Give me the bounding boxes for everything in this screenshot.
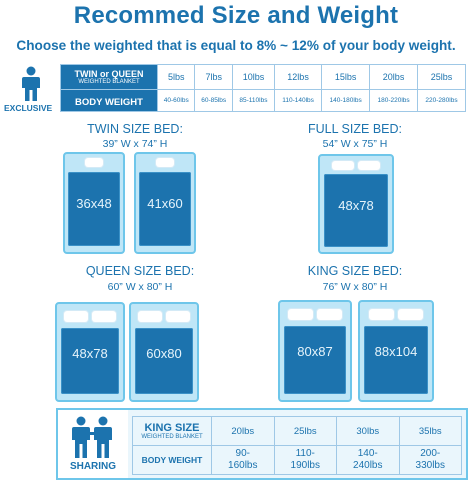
body-weight-line1: 110- <box>295 448 315 459</box>
blanket-header: TWIN or QUEEN <box>74 68 144 79</box>
body-weight-line1: 200- <box>420 448 441 459</box>
body-weight-cell: 85-110lbs <box>231 89 275 112</box>
pillow-icon <box>138 311 162 322</box>
weight-cell: 25lbs <box>417 64 466 90</box>
twin-bed-dims: 39” W x 74” H <box>102 138 168 150</box>
person-icon <box>22 66 40 101</box>
weight-cell: 35lbs <box>398 416 462 446</box>
blanket-size-label: 41x60 <box>147 196 183 211</box>
blanket-size-label: 60x80 <box>146 346 182 361</box>
weight-cell: 20lbs <box>211 416 275 446</box>
pillow-icon <box>288 309 313 320</box>
pillow-icon <box>156 158 174 167</box>
queen-bed-1: 48x78 <box>55 302 125 402</box>
sharing-label: SHARING <box>69 461 117 472</box>
weight-cell: 5lbs <box>156 64 196 90</box>
king-bed-label: KING SIZE BED: <box>307 264 403 278</box>
pillow-icon <box>92 311 116 322</box>
body-weight-cell: 220-280lbs <box>417 89 466 112</box>
weight-cell: 30lbs <box>336 416 400 446</box>
full-bed: 48x78 <box>318 154 394 254</box>
pillow-icon <box>369 309 394 320</box>
body-weight-header: BODY WEIGHT <box>132 445 212 475</box>
pillow-icon <box>64 311 88 322</box>
king-bed-1: 80x87 <box>278 300 352 402</box>
pillow-icon <box>398 309 423 320</box>
body-weight-header: BODY WEIGHT <box>75 96 143 108</box>
exclusive-label: EXCLUSIVE <box>4 103 53 113</box>
body-weight-line1: 90- <box>235 448 250 459</box>
blanket <box>364 326 428 394</box>
blanket-size-label: 36x48 <box>76 196 112 211</box>
body-weight-line2: 330lbs <box>415 460 445 471</box>
blanket-size-label: 48x78 <box>338 198 374 213</box>
king-subheader: WEIGHTED BLANKET <box>141 433 203 440</box>
body-weight-cell: 180-220lbs <box>369 89 419 112</box>
weight-cell: 12lbs <box>273 64 323 90</box>
weight-cell: 10lbs <box>231 64 275 90</box>
body-weight-cell: 60-85lbs <box>194 89 233 112</box>
blanket-size-label: 48x78 <box>72 346 108 361</box>
pillow-icon <box>358 161 380 170</box>
page-subtitle: Choose the weighted that is equal to 8% … <box>16 38 456 53</box>
blanket <box>68 172 120 246</box>
weight-cell: 7lbs <box>194 64 233 90</box>
twin-bed-1: 36x48 <box>63 152 125 254</box>
pillow-icon <box>317 309 342 320</box>
full-bed-dims: 54” W x 75” H <box>322 138 388 150</box>
blanket-size-label: 80x87 <box>297 344 333 359</box>
page-title: Recommed Size and Weight <box>73 2 399 29</box>
table-row: KING SIZE WEIGHTED BLANKET 20lbs 25lbs 3… <box>132 416 462 446</box>
king-bed-dims: 76” W x 80” H <box>322 281 388 293</box>
body-weight-cell: 110- 190lbs <box>273 445 337 475</box>
full-bed-label: FULL SIZE BED: <box>307 122 402 136</box>
blanket-size-label: 88x104 <box>374 344 418 359</box>
sharing-table: KING SIZE WEIGHTED BLANKET 20lbs 25lbs 3… <box>132 416 462 475</box>
blanket <box>324 174 388 247</box>
body-weight-cell: 140- 240lbs <box>336 445 400 475</box>
table-row: TWIN or QUEEN WEIGHTED BLANKET 5lbs 7lbs… <box>60 64 466 90</box>
twin-bed-2: 41x60 <box>134 152 196 254</box>
king-header-cell: KING SIZE WEIGHTED BLANKET <box>132 416 212 446</box>
queen-bed-label: QUEEN SIZE BED: <box>85 264 195 278</box>
weight-cell: 20lbs <box>369 64 419 90</box>
king-bed-2: 88x104 <box>358 300 434 402</box>
blanket-header-cell: TWIN or QUEEN WEIGHTED BLANKET <box>60 64 158 90</box>
body-weight-cell: 200- 330lbs <box>398 445 462 475</box>
king-header: KING SIZE <box>144 421 200 434</box>
queen-bed-dims: 60” W x 80” H <box>107 281 173 293</box>
body-weight-line2: 160lbs <box>228 460 258 471</box>
pillow-icon <box>332 161 354 170</box>
weight-cell: 25lbs <box>273 416 337 446</box>
table-row: BODY WEIGHT 40-60lbs 60-85lbs 85-110lbs … <box>60 89 466 112</box>
body-weight-cell: 90- 160lbs <box>211 445 275 475</box>
body-weight-line1: 140- <box>357 448 378 459</box>
couple-icon <box>72 416 112 458</box>
blanket <box>284 326 346 394</box>
pillow-icon <box>166 311 190 322</box>
weight-cell: 15lbs <box>321 64 371 90</box>
exclusive-table: TWIN or QUEEN WEIGHTED BLANKET 5lbs 7lbs… <box>60 64 466 112</box>
body-weight-header-cell: BODY WEIGHT <box>60 89 158 112</box>
queen-bed-2: 60x80 <box>129 302 199 402</box>
body-weight-line2: 190lbs <box>290 460 320 471</box>
body-weight-cell: 40-60lbs <box>156 89 196 112</box>
blanket-subheader: WEIGHTED BLANKET <box>78 78 140 85</box>
blanket <box>134 328 194 394</box>
pillow-icon <box>85 158 103 167</box>
twin-bed-label: TWIN SIZE BED: <box>87 122 183 136</box>
body-weight-cell: 110-140lbs <box>273 89 323 112</box>
body-weight-line2: 240lbs <box>353 460 383 471</box>
sharing-panel <box>58 410 128 478</box>
body-weight-cell: 140-180lbs <box>321 89 371 112</box>
blanket <box>60 328 120 394</box>
blanket <box>139 172 191 246</box>
table-row: BODY WEIGHT 90- 160lbs 110- 190lbs 140- 240… <box>132 445 462 475</box>
